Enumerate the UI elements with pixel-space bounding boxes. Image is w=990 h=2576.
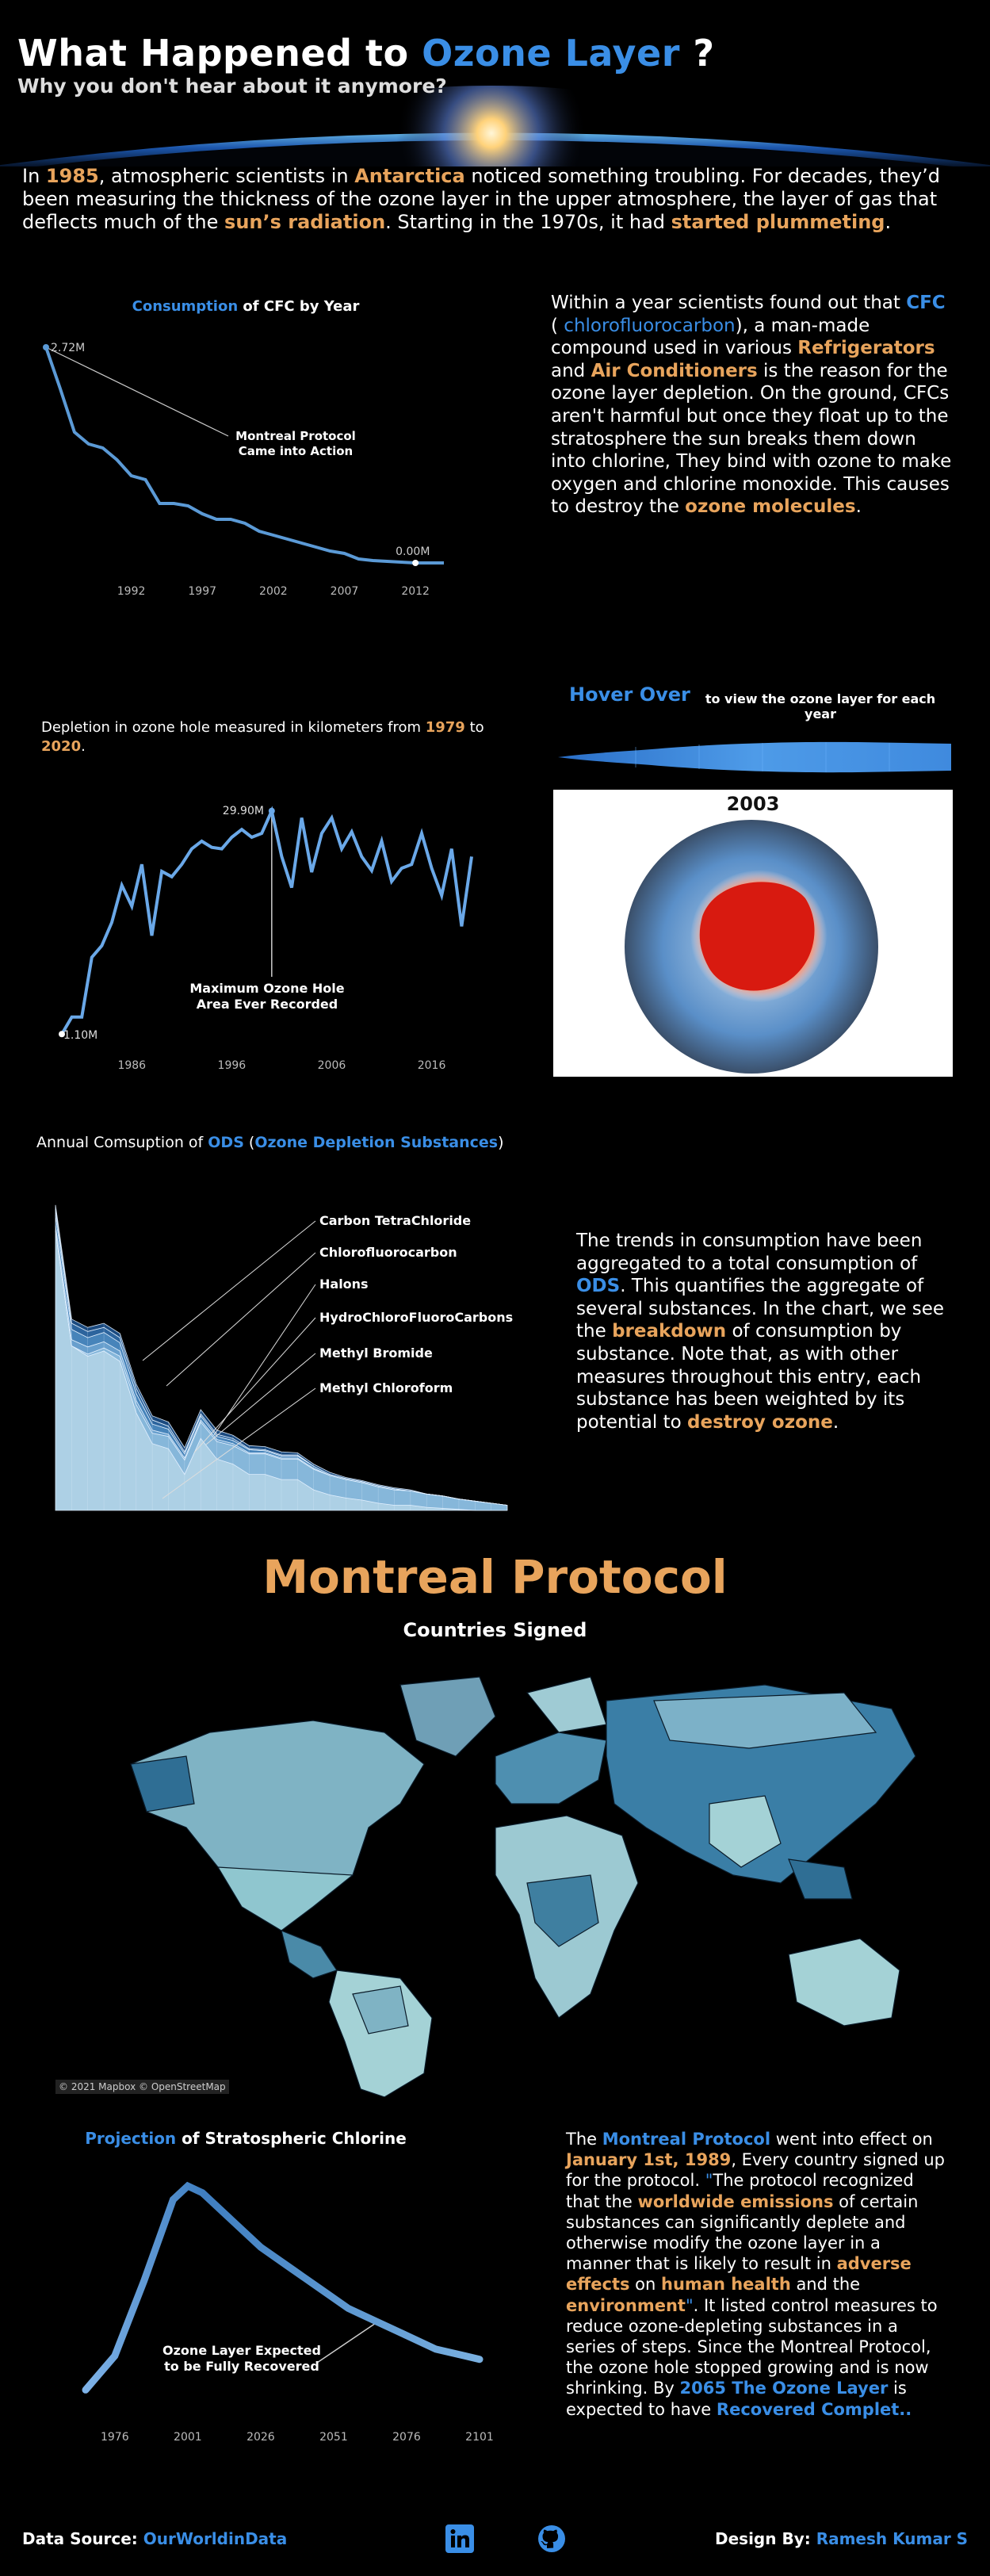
cfc-xtick: 1997 — [188, 585, 216, 598]
chlorine-annotation-line1: Ozone Layer Expected — [162, 2343, 321, 2358]
ods-area-chart[interactable]: Carbon TetraChloride Chlorofluorocarbon Ha… — [48, 1173, 523, 1522]
chlorine-xtick: 2051 — [319, 2431, 348, 2444]
year-slider-strip[interactable] — [556, 737, 953, 777]
ods-legend-label: Carbon TetraChloride — [319, 1213, 471, 1228]
hole-max-label: 29.90M — [223, 805, 264, 817]
hole-xtick: 2006 — [318, 1059, 346, 1072]
map-credit: © 2021 Mapbox © OpenStreetMap — [55, 2080, 229, 2094]
chlorine-series-line — [82, 2181, 484, 2394]
chlorine-annotation-line — [316, 2321, 378, 2364]
linkedin-icon[interactable] — [445, 2524, 474, 2553]
ods-legend-leader — [142, 1220, 316, 1361]
montreal-heading: Montreal Protocol — [262, 1550, 728, 1604]
map-australia[interactable] — [788, 1938, 900, 2027]
hole-series-line — [60, 806, 473, 1035]
page-title: What Happened to Ozone Layer ? — [17, 32, 715, 75]
ods-area-methyl-bromide[interactable] — [55, 1204, 508, 1506]
ods-legend-leader — [205, 1353, 316, 1445]
hover-title: Hover Over — [569, 683, 690, 706]
cfc-annotation-line1: Montreal Protocol — [235, 429, 356, 443]
cfc-chart-title: Consumption of CFC by Year — [132, 298, 360, 315]
cfc-xtick: 2012 — [401, 585, 430, 598]
hole-min-point[interactable] — [59, 1031, 65, 1038]
hero-banner: What Happened to Ozone Layer ? Why you d… — [0, 0, 990, 167]
countries-map[interactable]: © 2021 Mapbox © OpenStreetMap — [52, 1645, 939, 2098]
chlorine-xtick: 2076 — [392, 2431, 421, 2444]
ods-legend-label: Halons — [319, 1277, 369, 1292]
ods-legend-leader — [213, 1284, 316, 1436]
hole-max-point[interactable] — [268, 807, 275, 814]
map-title: Countries Signed — [403, 1619, 587, 1641]
cfc-line-chart[interactable]: 1992 1997 2002 2007 2012 2.72M 0.00M Montrea… — [24, 317, 468, 611]
chlorine-annotation-line2: to be Fully Recovered — [164, 2359, 319, 2374]
hole-annotation-line2: Area Ever Recorded — [197, 997, 338, 1012]
github-icon[interactable] — [537, 2524, 566, 2553]
ods-legend-label: Chlorofluorocarbon — [319, 1245, 457, 1260]
cfc-series-line — [44, 346, 444, 565]
protocol-explanation: The Montreal Protocol went into effect o… — [566, 2130, 945, 2419]
hole-min-label: 1.10M — [63, 1029, 97, 1042]
ods-legend-leader — [162, 1388, 316, 1499]
designer-link[interactable]: Ramesh Kumar S — [816, 2529, 969, 2548]
cfc-xtick: 2002 — [259, 585, 288, 598]
hole-xtick: 1986 — [117, 1059, 146, 1072]
data-source: Data Source: OurWorldinData — [22, 2529, 288, 2548]
chlorine-line-chart[interactable]: 1976 2001 2026 2051 2076 2101 Ozone Layer Exp… — [48, 2149, 523, 2458]
ods-legend-label: Methyl Bromide — [319, 1345, 433, 1361]
map-europe[interactable] — [495, 1732, 607, 1805]
data-source-link[interactable]: OurWorldinData — [143, 2529, 288, 2548]
ozone-hole-line-chart[interactable]: 1986 1996 2006 2016 29.90M 1.10M Maximum Oz… — [24, 793, 515, 1086]
chlorine-xtick: 2101 — [465, 2431, 494, 2444]
ods-legend-label: HydroChloroFluoroCarbons — [319, 1310, 513, 1325]
cfc-explanation: Within a year scientists found out that … — [551, 293, 952, 518]
ods-legend-leader — [166, 1252, 316, 1387]
ods-explanation: The trends in consumption have been aggr… — [576, 1231, 945, 1433]
hover-subtitle: to view the ozone layer for each year — [705, 691, 936, 722]
ods-legend-label: Methyl Chloroform — [319, 1380, 453, 1395]
ozone-globe-image — [625, 820, 878, 1074]
page-subtitle: Why you don't hear about it anymore? — [17, 75, 447, 98]
chlorine-chart-title: Projection of Stratospheric Chlorine — [85, 2129, 407, 2148]
hole-chart-caption: Depletion in ozone hole measured in kilo… — [41, 719, 484, 755]
cfc-xtick: 2007 — [331, 585, 359, 598]
chlorine-xtick: 2001 — [174, 2431, 202, 2444]
designer-credit: Design By: Ramesh Kumar S — [715, 2529, 969, 2548]
hole-xtick: 1996 — [218, 1059, 247, 1072]
hole-xtick: 2016 — [418, 1059, 446, 1072]
cfc-end-point[interactable] — [412, 560, 419, 566]
cfc-xtick: 1992 — [117, 585, 146, 598]
ozone-map-year: 2003 — [726, 793, 780, 815]
cfc-end-label: 0.00M — [396, 545, 430, 558]
ozone-map-panel[interactable]: 2003 — [553, 790, 953, 1077]
cfc-annotation-line — [45, 346, 229, 437]
chlorine-xtick: 1976 — [101, 2431, 129, 2444]
ods-chart-title: Annual Comsuption of ODS (Ozone Depletio… — [36, 1134, 504, 1151]
chlorine-xtick: 2026 — [247, 2431, 275, 2444]
cfc-start-label: 2.72M — [51, 342, 85, 354]
ods-legend-leader — [193, 1317, 316, 1453]
cfc-annotation-line2: Came into Action — [239, 444, 353, 458]
cfc-start-point[interactable] — [43, 344, 49, 350]
intro-paragraph: In 1985, atmospheric scientists in Antar… — [22, 165, 941, 233]
hole-annotation-line1: Maximum Ozone Hole — [189, 981, 344, 996]
